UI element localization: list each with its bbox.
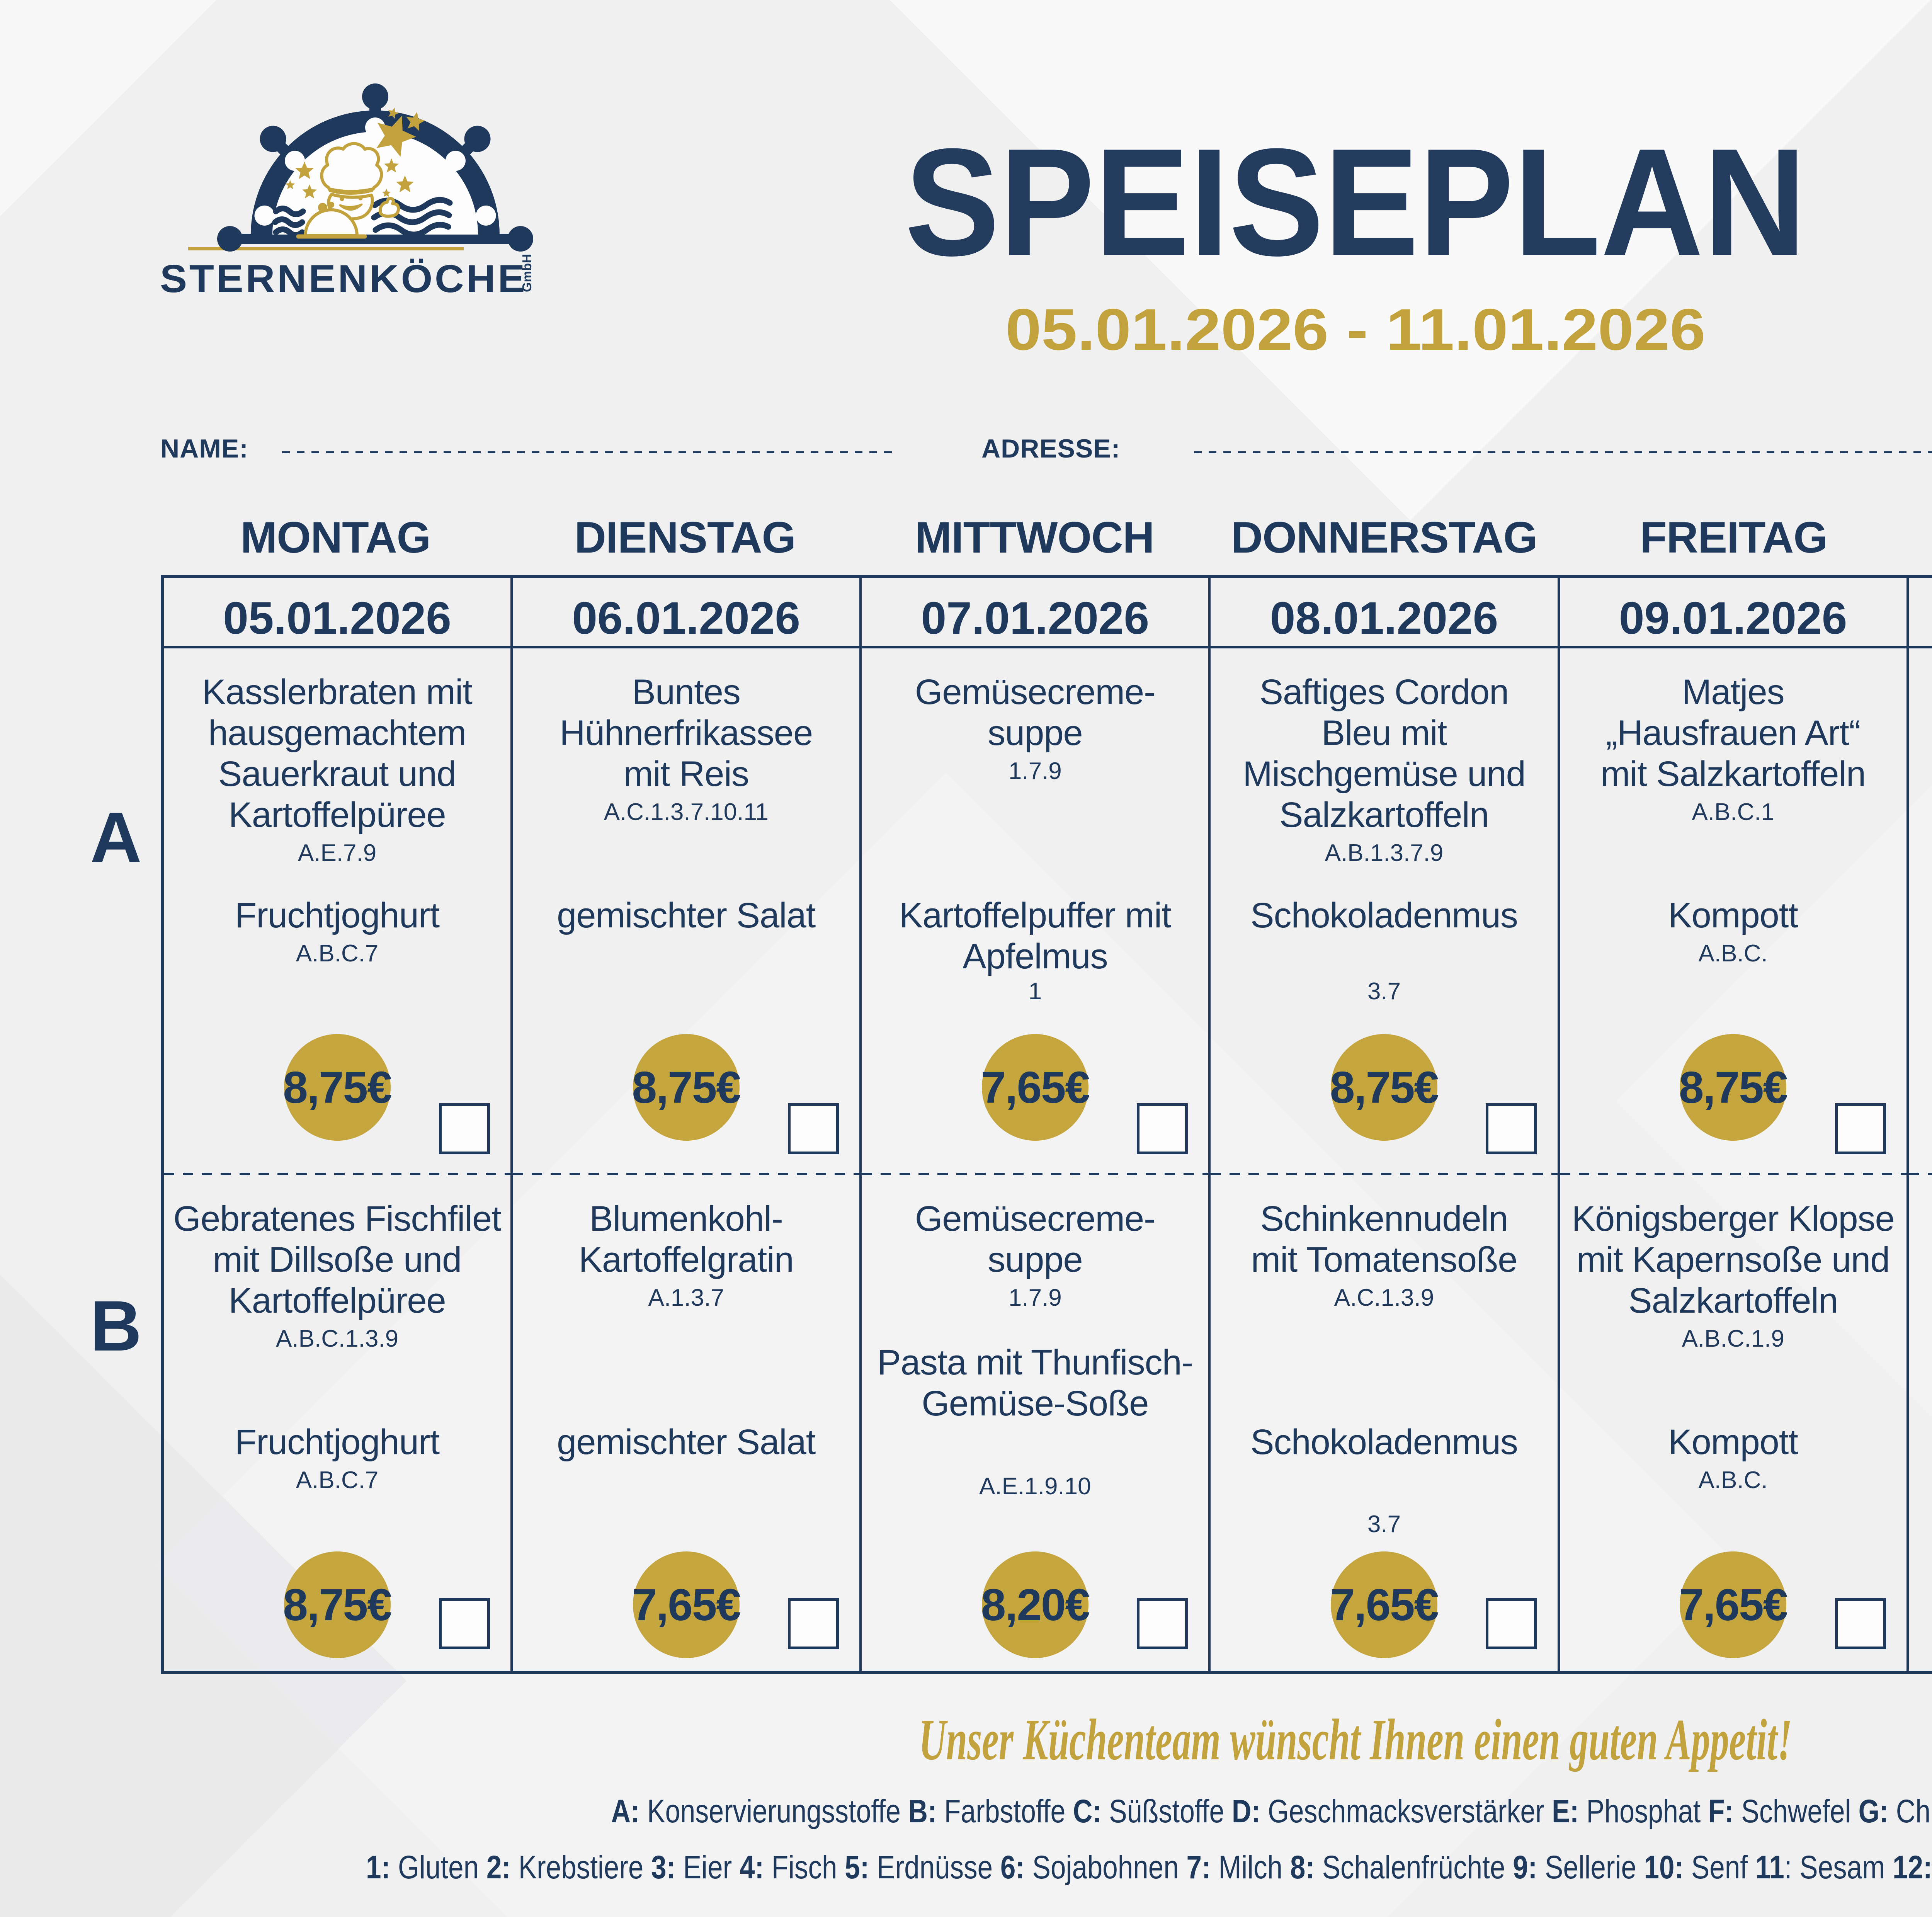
svg-text:1: Gluten 2: Krebstiere 3: Eie: 1: Gluten 2: Krebstiere 3: Eier 4: Fisch… <box>366 1849 1932 1885</box>
svg-text:SPEISEPLAN: SPEISEPLAN <box>905 117 1806 287</box>
svg-text:A: Konservierungsstoffe B: Far: A: Konservierungsstoffe B: Farbstoffe C:… <box>611 1793 1932 1829</box>
svg-text:GmbH: GmbH <box>520 254 534 292</box>
svg-text:Unser Küchenteam wünscht Ihnen: Unser Küchenteam wünscht Ihnen einen gut… <box>919 1707 1792 1772</box>
svg-text:05.01.2026 - 11.01.2026: 05.01.2026 - 11.01.2026 <box>1005 297 1706 362</box>
svg-text:STERNENKÖCHE: STERNENKÖCHE <box>160 257 527 301</box>
